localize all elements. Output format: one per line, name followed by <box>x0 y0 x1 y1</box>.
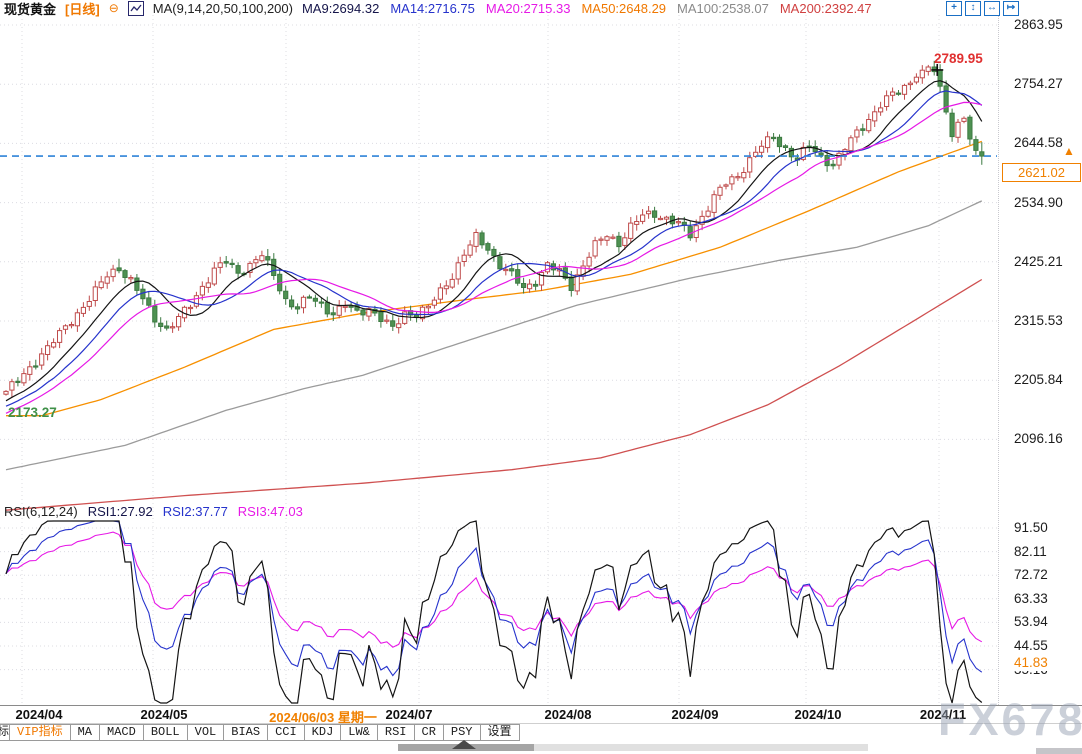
session-high-label: 2789.95 <box>934 51 983 66</box>
tab-CR[interactable]: CR <box>413 724 444 741</box>
rsi-value-2: RSI3:47.03 <box>237 504 303 519</box>
date-label: 2024/10 <box>794 707 842 722</box>
chart-header: 现货黄金 [日线] ⊖ MA(9,14,20,50,100,200) MA9:2… <box>0 0 1082 17</box>
price-tick-label: 2205.84 <box>1014 372 1063 388</box>
scrollbar-track[interactable] <box>398 744 868 751</box>
period-label[interactable]: [日线] <box>65 1 100 17</box>
price-tick-label: 2754.27 <box>1014 76 1063 92</box>
ma-value-4: MA100:2538.07 <box>677 0 769 16</box>
tab-PSY[interactable]: PSY <box>442 724 481 741</box>
tab-BIAS[interactable]: BIAS <box>223 724 269 741</box>
tabbar-top-border <box>0 723 1082 724</box>
tab-设置[interactable]: 设置 <box>479 724 520 741</box>
tab-VIP指标[interactable]: VIP指标 <box>9 724 71 741</box>
price-tick-label: 2096.16 <box>1014 431 1063 447</box>
chart-toolbar: + ↕ ↔ ↦ <box>946 1 1019 16</box>
tab-MACD[interactable]: MACD <box>99 724 144 741</box>
x-scale-tool-icon[interactable]: ↔ <box>984 1 1000 16</box>
collapse-icon[interactable]: ⊖ <box>108 1 119 15</box>
ma-value-1: MA14:2716.75 <box>390 0 475 16</box>
tab-CCI[interactable]: CCI <box>267 724 305 741</box>
price-tick-label: 2644.58 <box>1014 135 1063 151</box>
rsi-value-0: RSI1:27.92 <box>87 504 153 519</box>
indicator-tabbar: 标VIP指标MAMACDBOLLVOLBIASCCIKDJLW&RSICRPSY… <box>0 724 520 741</box>
ma-values: MA9:2694.32 MA14:2716.75 MA20:2715.33 MA50:… <box>302 1 883 16</box>
ma-value-2: MA20:2715.33 <box>485 0 571 16</box>
rsi-tick-label: 82.11 <box>1014 543 1047 559</box>
rsi-value-1: RSI2:37.77 <box>162 504 228 519</box>
ma-value-5: MA200:2392.47 <box>779 0 872 16</box>
date-label: 2024/07 <box>385 707 433 722</box>
date-label: 2024/06/03 星期一 <box>269 710 377 725</box>
rsi-chart[interactable] <box>0 518 997 705</box>
price-up-arrow-icon: ▲ <box>1063 144 1075 158</box>
date-label: 2024/09 <box>671 707 719 722</box>
date-label: 2024/04 <box>15 707 63 722</box>
price-tick-label: 2425.21 <box>1014 253 1063 269</box>
panel-bottom-border <box>0 705 1082 706</box>
date-label: 2024/08 <box>544 707 592 722</box>
ma-value-3: MA50:2648.29 <box>581 0 667 16</box>
rsi-tick-label: 44.55 <box>1014 638 1048 654</box>
tab-LW&[interactable]: LW& <box>340 724 378 741</box>
rsi-tick-label: 53.94 <box>1014 614 1048 630</box>
price-tick-label: 2315.53 <box>1014 312 1063 328</box>
current-price-label: 2621.02 <box>1002 163 1081 182</box>
symbol-name: 现货黄金 <box>4 1 57 17</box>
move-tool-icon[interactable]: + <box>946 1 962 16</box>
chart-type-icon[interactable] <box>127 0 144 16</box>
panel-expand-arrow[interactable] <box>452 740 476 749</box>
rsi-current-label: 41.83 <box>1012 655 1062 671</box>
rsi-values: RSI1:27.92 RSI2:37.77 RSI3:47.03 <box>87 504 313 519</box>
tab-VOL[interactable]: VOL <box>186 724 225 741</box>
y-scale-tool-icon[interactable]: ↕ <box>965 1 981 16</box>
ma-value-0: MA9:2694.32 <box>301 0 380 16</box>
rsi-tick-label: 63.33 <box>1014 590 1048 606</box>
date-label: 2024/05 <box>140 707 188 722</box>
ma-settings-label[interactable]: MA(9,14,20,50,100,200) <box>152 0 293 16</box>
tab-MA[interactable]: MA <box>69 724 101 741</box>
tab-RSI[interactable]: RSI <box>376 724 415 741</box>
axis-separator <box>998 15 999 705</box>
price-tick-label: 2534.90 <box>1014 194 1063 210</box>
rsi-tick-label: 72.72 <box>1014 567 1048 583</box>
tab-KDJ[interactable]: KDJ <box>303 724 342 741</box>
price-tick-label: 2863.95 <box>1014 17 1063 32</box>
rsi-tick-label: 91.50 <box>1014 520 1048 535</box>
session-low-label: 2173.27 <box>8 405 57 420</box>
rsi-header: RSI(6,12,24) RSI1:27.92 RSI2:37.77 RSI3:47… <box>4 504 313 519</box>
date-label: 2024/11 <box>919 707 967 722</box>
rsi-params-label[interactable]: RSI(6,12,24) <box>4 504 78 519</box>
price-chart[interactable] <box>0 15 997 518</box>
shift-right-tool-icon[interactable]: ↦ <box>1003 1 1019 16</box>
tab-BOLL[interactable]: BOLL <box>142 724 188 741</box>
scrollbar-corner <box>1036 748 1082 754</box>
